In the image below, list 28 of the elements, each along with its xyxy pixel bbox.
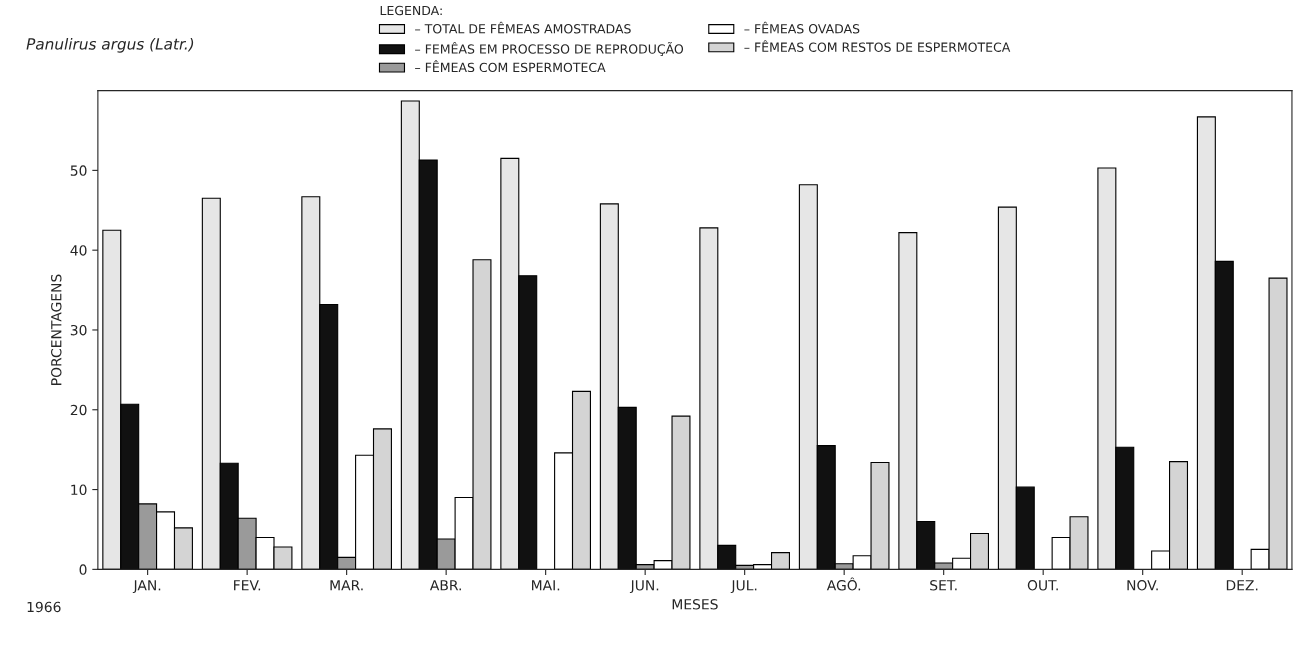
y-tick-label: 50 — [70, 165, 87, 176]
x-tick-label: NOV. — [1127, 580, 1158, 591]
x-tick-label: MAI. — [532, 580, 560, 591]
x-tick-label: JUN. — [629, 580, 659, 594]
legend-title: LEGENDA: — [380, 5, 442, 16]
x-tick-label: SET. — [930, 580, 957, 591]
legend-label: – TOTAL DE FÊMEAS AMOSTRADAS — [415, 21, 631, 34]
x-tick-label: JUL. — [730, 580, 757, 594]
legend-label: – FÊMEAS OVADAS — [744, 21, 860, 34]
x-tick-label: MAR. — [330, 580, 363, 591]
y-axis-title: PORCENTAGENS — [51, 274, 62, 385]
x-tick-label: OUT. — [1027, 580, 1058, 591]
y-tick-label: 10 — [71, 484, 87, 496]
y-tick-label: 20 — [70, 404, 87, 416]
y-tick-label: 40 — [70, 245, 87, 256]
y-tick-label: 0 — [79, 564, 87, 575]
y-tick-label: 30 — [70, 324, 87, 336]
x-tick-label: ABR. — [429, 580, 461, 591]
x-axis-title: MESES — [672, 599, 718, 610]
text: 1966 — [27, 601, 61, 613]
legend-label: – FEMÊAS EM PROCESSO DE REPRODUÇÃO — [415, 42, 684, 57]
x-tick-label: JAN. — [132, 580, 161, 594]
legend-label: – FÊMEAS COM RESTOS DE ESPERMOTECA — [744, 40, 1011, 52]
x-tick-label: FEV. — [234, 580, 261, 591]
chart-title: Panulirus argus (Latr.) — [26, 37, 194, 53]
legend-label: – FÊMEAS COM ESPERMOTECA — [415, 60, 606, 73]
x-tick-label: DEZ. — [1226, 580, 1258, 591]
x-tick-label: AGÔ. — [826, 577, 861, 591]
